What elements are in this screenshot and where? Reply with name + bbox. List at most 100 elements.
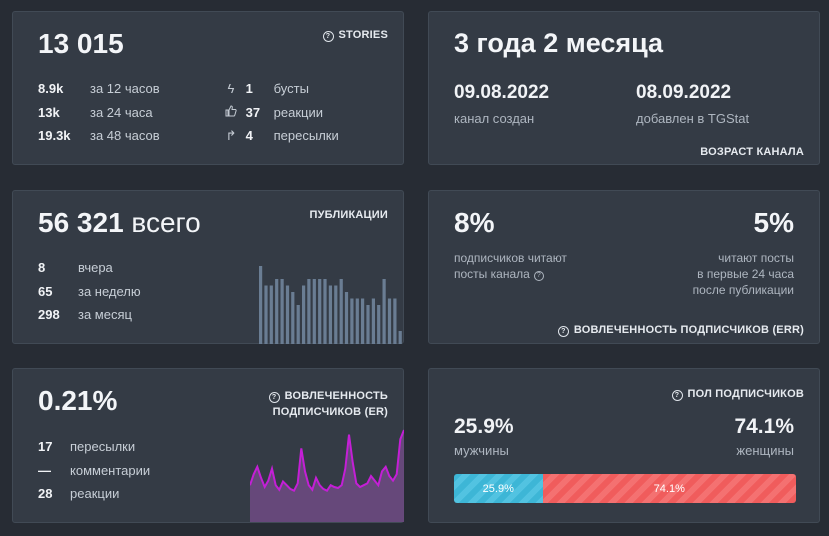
er-stat-value: 28 [38, 486, 53, 501]
er-stat-value: 17 [38, 439, 53, 454]
err-left-pct: 8% [454, 207, 495, 238]
forwards-label: пересылки [273, 128, 339, 143]
publications-stat-value: 65 [38, 284, 53, 299]
boosts-row: ϟ 1 бусты [224, 81, 309, 96]
publications-tag: ПУБЛИКАЦИИ [309, 209, 388, 221]
er-stat-forwards: 17 пересылки [38, 439, 135, 454]
reactions-label: реакции [273, 105, 323, 120]
publications-bar [328, 285, 332, 344]
female-pct: 74.1% [734, 415, 794, 438]
publications-bar [334, 285, 338, 344]
publications-bar [264, 285, 268, 344]
publications-stat-label: за неделю [78, 284, 141, 299]
publications-bar [382, 279, 386, 344]
publications-bar [285, 285, 290, 344]
boosts-label: бусты [273, 81, 309, 96]
er-stat-label: реакции [70, 486, 120, 501]
boosts-value: 1 [245, 81, 253, 96]
publications-bar [344, 292, 349, 344]
gender-bar-female: 74.1% [542, 474, 796, 503]
publications-stat-yesterday: 8 вчера [38, 260, 113, 275]
publications-stat-week: 65 за неделю [38, 284, 141, 299]
err-tag[interactable]: ? ВОВЛЕЧЕННОСТЬ ПОДПИСЧИКОВ (ERR) [557, 324, 804, 337]
views-stat-label: за 12 часов [90, 81, 160, 96]
publications-bar [307, 279, 311, 344]
err-left-line: посты канала [454, 267, 530, 281]
publications-total-suffix: всего [131, 207, 201, 238]
publications-bar [393, 298, 397, 344]
gender-tag-label: ПОЛ ПОДПИСЧИКОВ [687, 388, 804, 400]
views-stat-48h: 19.3k за 48 часов [38, 128, 160, 143]
er-pct: 0.21% [38, 385, 118, 416]
female-label: женщины [736, 443, 794, 458]
er-stat-label: комментарии [70, 463, 151, 478]
publications-bar [269, 285, 273, 344]
publications-bar [296, 305, 300, 344]
question-icon: ? [268, 392, 280, 403]
views-stat-value: 8.9k [38, 81, 64, 96]
err-right-line: после публикации [692, 283, 794, 297]
publications-bar [361, 298, 365, 344]
lightning-icon: ϟ [227, 81, 235, 96]
publications-bar [312, 279, 316, 344]
views-stat-label: за 24 часа [90, 105, 153, 120]
publications-bar [302, 285, 306, 344]
publications-total-value: 56 321 [38, 207, 124, 238]
err-right-line: читают посты [718, 251, 794, 265]
er-line [250, 429, 404, 493]
er-area-fill [250, 430, 404, 522]
publications-stat-label: вчера [78, 260, 113, 275]
publications-card: 56 321 всего ПУБЛИКАЦИИ 8 вчера 65 за неде… [12, 190, 404, 344]
views-stat-value: 13k [38, 105, 60, 120]
er-tag-line: ВОВЛЕЧЕННОСТЬ [284, 390, 388, 402]
forwards-row: ↱ 4 пересылки [224, 128, 339, 144]
question-icon[interactable]: ? [533, 271, 544, 281]
views-stat-value: 19.3k [38, 128, 71, 143]
male-label: мужчины [454, 443, 509, 458]
publications-bar [318, 279, 322, 344]
gender-bar: 25.9% 74.1% [454, 474, 796, 503]
gender-bar-male-label: 25.9% [482, 482, 514, 495]
err-right-pct: 5% [753, 207, 794, 238]
err-card: 8% 5% подписчиков читают посты канала? ч… [428, 190, 820, 344]
er-stat-value: — [38, 463, 51, 478]
er-tag[interactable]: ? ВОВЛЕЧЕННОСТЬ ПОДПИСЧИКОВ (ER) [268, 388, 388, 420]
er-area-chart [250, 429, 404, 522]
publications-bar [323, 279, 327, 344]
views-stat-24h: 13k за 24 часа [38, 105, 153, 120]
publications-bar [291, 292, 295, 344]
publications-bar [377, 305, 381, 344]
publications-bar [398, 331, 402, 344]
err-left-line: подписчиков читают [454, 251, 567, 265]
err-tag-label: ВОВЛЕЧЕННОСТЬ ПОДПИСЧИКОВ (ERR) [573, 324, 804, 336]
stories-tag-label: STORIES [338, 29, 388, 41]
forwards-value: 4 [245, 128, 253, 143]
publications-bar-chart [259, 266, 402, 344]
gender-bar-male: 25.9% [454, 474, 543, 503]
question-icon: ? [671, 390, 683, 401]
reactions-row: 37 реакции [224, 105, 323, 120]
publications-total: 56 321 всего [38, 207, 201, 239]
views-stat-12h: 8.9k за 12 часов [38, 81, 160, 96]
gender-card: ? ПОЛ ПОДПИСЧИКОВ 25.9% мужчины 74.1% жен… [428, 368, 820, 523]
publications-stat-value: 8 [38, 260, 46, 275]
publications-bar [280, 279, 284, 344]
er-stat-label: пересылки [70, 439, 136, 454]
publications-bar [371, 298, 375, 344]
created-date: 09.08.2022 [454, 82, 550, 103]
channel-age-tag: ВОЗРАСТ КАНАЛА [700, 146, 804, 158]
err-left-caption: подписчиков читают посты канала? [454, 250, 567, 282]
er-stat-comments: — комментарии [38, 463, 150, 478]
err-right-line: в первые 24 часа [697, 267, 794, 281]
gender-tag[interactable]: ? ПОЛ ПОДПИСЧИКОВ [671, 388, 804, 401]
publications-bar [387, 298, 392, 344]
stories-tag[interactable]: ? STORIES [322, 29, 389, 42]
created-label: канал создан [454, 111, 535, 126]
publications-bar [339, 279, 343, 344]
reactions-value: 37 [245, 105, 261, 120]
views-total: 13 015 [38, 28, 124, 59]
added-label: добавлен в TGStat [636, 111, 750, 126]
male-pct: 25.9% [454, 415, 514, 438]
channel-age-card: 3 года 2 месяца 09.08.2022 канал создан … [428, 11, 820, 165]
publications-bar [275, 279, 279, 344]
